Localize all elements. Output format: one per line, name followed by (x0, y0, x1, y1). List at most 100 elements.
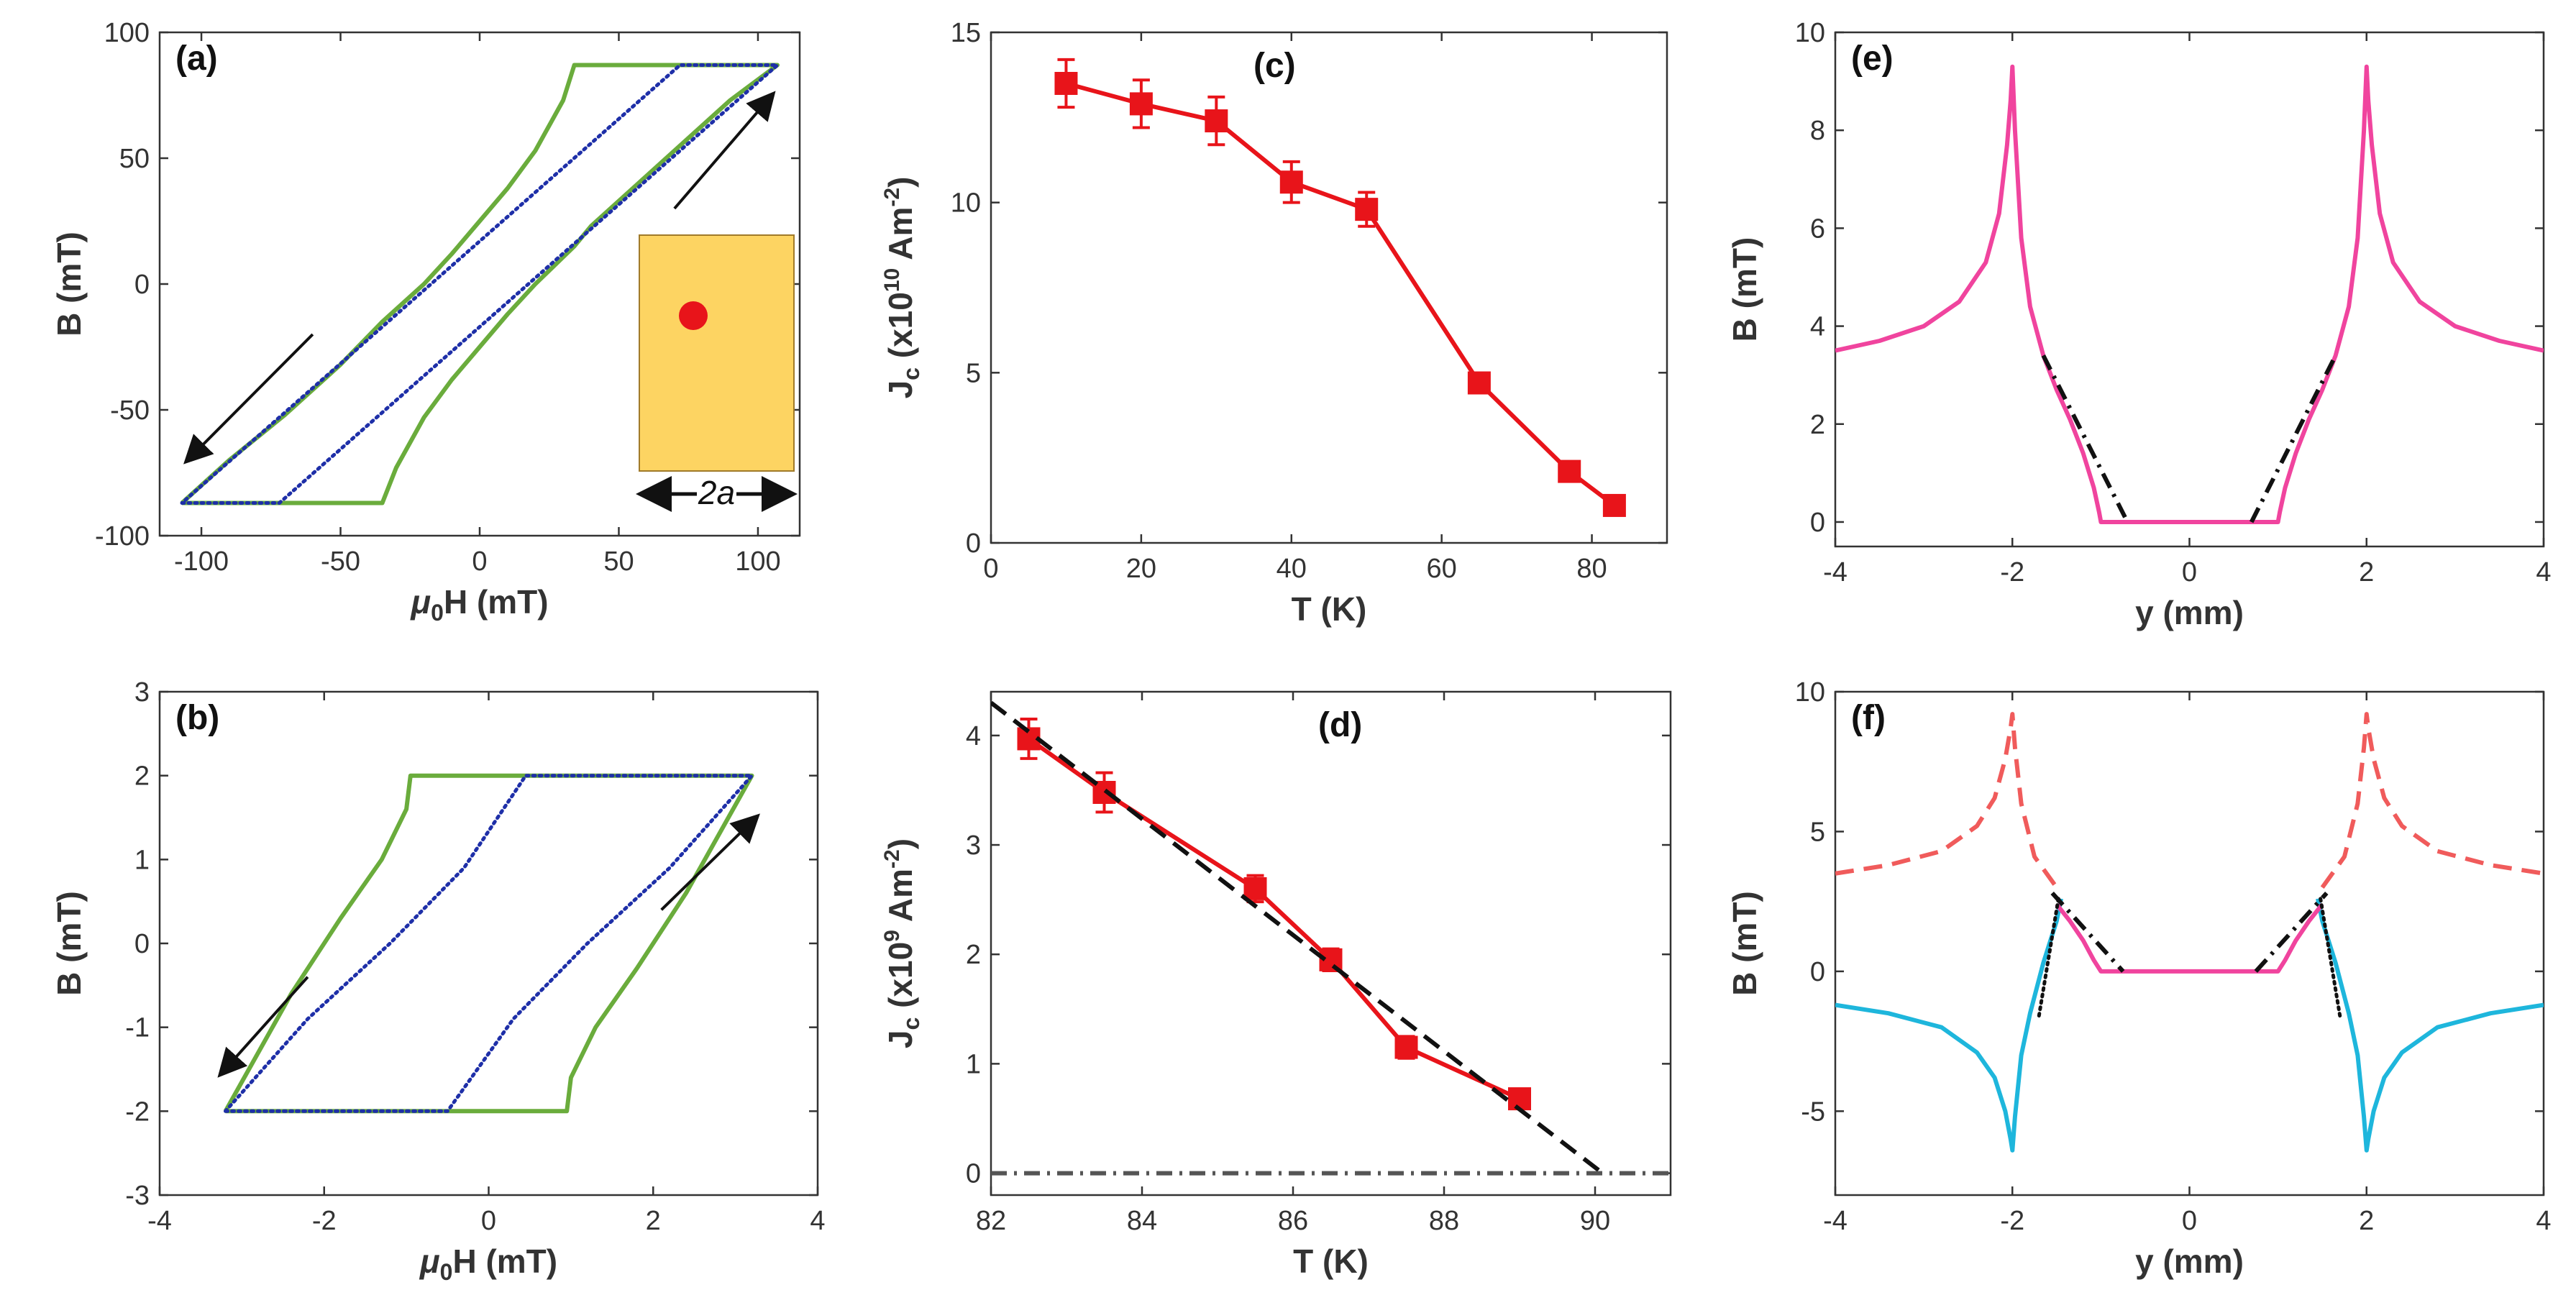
x-tick-label: 0 (2182, 557, 2197, 587)
plot-frame (1834, 690, 2545, 1197)
y-tick-label: 50 (119, 144, 150, 174)
y-tick-label: -3 (125, 1181, 150, 1211)
series-line-lower-field-left (1835, 898, 2063, 1153)
x-tick-label: 2 (2359, 1206, 2374, 1236)
x-tick-label: -4 (147, 1206, 172, 1236)
y-tick-label: 2 (966, 940, 981, 970)
x-tick-label: 80 (1576, 554, 1607, 584)
x-tick-label: 82 (976, 1206, 1006, 1236)
series-line-fit (991, 700, 1604, 1175)
x-tick-label: -50 (321, 546, 360, 577)
x-tick-label: 0 (983, 554, 998, 584)
panel-e: -4 -2 0 2 4 0 2 4 6 8 10 (e) y (mm) B (mT) (1726, 18, 2552, 631)
probe-dot (679, 301, 708, 330)
x-axis-label: μ0H (mT) (419, 1243, 557, 1285)
panel-c: 0 20 40 60 80 0 5 10 15 (c) T (K) Jc (x1010 Am-2) (880, 18, 1668, 628)
y-tick-label: 5 (1810, 817, 1825, 847)
y-tick-label: 4 (966, 721, 981, 751)
x-tick-label: 4 (2536, 1206, 2551, 1236)
series-line-lower-field-right (2316, 898, 2544, 1153)
panel-label: (d) (1318, 706, 1362, 744)
x-axis-label: y (mm) (2135, 594, 2244, 631)
plot-frame (1834, 31, 2545, 548)
y-tick-label: 1 (134, 845, 150, 875)
x-axis-label: μ0H (mT) (409, 583, 548, 626)
series-line-dotted-left (2037, 897, 2060, 1018)
y-tick-label: 2 (1810, 410, 1825, 440)
panel-label: (c) (1253, 47, 1296, 85)
y-tick-label: 3 (134, 677, 150, 708)
y-axis-label: B (mT) (50, 891, 88, 996)
y-tick-label: 0 (134, 270, 150, 300)
x-tick-label: 0 (472, 546, 487, 577)
series-line-upper-field (1835, 712, 2059, 889)
y-tick-label: 0 (966, 529, 981, 559)
series-group (223, 773, 754, 1114)
x-tick-label: 2 (646, 1206, 661, 1236)
x-tick-label: 4 (810, 1206, 825, 1236)
x-tick-label: 100 (735, 546, 780, 577)
x-tick-label: -4 (1823, 1206, 1847, 1236)
series-group (180, 63, 780, 505)
y-tick-label: 0 (134, 929, 150, 959)
y-tick-label: 10 (951, 188, 981, 219)
x-tick-label: -100 (174, 546, 229, 577)
sweep-arrow (217, 976, 309, 1078)
x-tick-label: 40 (1276, 554, 1307, 584)
series-group (991, 700, 1671, 1176)
x-tick-label: -2 (2000, 1206, 2024, 1236)
series-line-Jc (1065, 81, 1616, 508)
y-tick-label: 5 (966, 358, 981, 388)
series-group (1835, 712, 2544, 1153)
x-tick-label: -2 (312, 1206, 337, 1236)
series-group (1835, 64, 2544, 524)
panel-f: -4 -2 0 2 4 -5 0 5 10 (f) y (mm) B (mT) (1726, 677, 2552, 1280)
series-line-upper-field-right (2320, 712, 2544, 889)
x-tick-label: 88 (1429, 1206, 1459, 1236)
series-line-measured (224, 774, 754, 1113)
x-tick-label: 2 (2359, 557, 2374, 587)
y-tick-label: -100 (95, 521, 150, 552)
data-marker (1558, 459, 1581, 483)
y-tick-label: 2 (134, 761, 150, 792)
data-marker (1054, 72, 1078, 95)
y-tick-label: 8 (1810, 116, 1825, 146)
y-tick-label: 0 (1810, 957, 1825, 987)
width-label: 2a (698, 474, 735, 511)
y-tick-label: 6 (1810, 214, 1825, 244)
sweep-arrow (660, 813, 760, 911)
sweep-arrow (673, 91, 776, 210)
panel-b: -4 -2 0 2 4 -3 -2 -1 0 1 2 3 (b) μ0H (mT) B (mT) (50, 677, 826, 1285)
x-tick-label: 0 (481, 1206, 496, 1236)
y-axis-label: B (mT) (50, 232, 88, 337)
panel-a: -100 -50 0 50 100 -100 -50 0 50 100 2a (a) μ0H (mT) B… (50, 18, 801, 626)
x-tick-label: 86 (1278, 1206, 1308, 1236)
y-tick-label: 3 (966, 831, 981, 861)
x-tick-label: 20 (1126, 554, 1156, 584)
series-line-field (1835, 64, 2544, 524)
y-tick-label: 100 (104, 18, 150, 48)
y-axis-label: Jc (x1010 Am-2) (880, 177, 924, 399)
y-tick-label: 1 (966, 1049, 981, 1079)
x-axis-label: y (mm) (2135, 1243, 2244, 1280)
y-tick-label: -1 (125, 1013, 150, 1043)
series-line-model (180, 63, 780, 505)
series-line-tangent-right (2250, 354, 2338, 523)
series-line-center (2055, 902, 2324, 974)
panel-label: (e) (1851, 40, 1894, 78)
x-tick-label: 4 (2536, 557, 2551, 587)
x-tick-label: 84 (1127, 1206, 1157, 1236)
x-tick-label: 60 (1427, 554, 1457, 584)
x-axis-label: T (K) (1293, 1243, 1369, 1280)
x-tick-label: -4 (1823, 557, 1847, 587)
series-line-Jc (1027, 736, 1521, 1101)
series-line-measured (180, 63, 780, 505)
sample-inset (639, 234, 795, 472)
y-tick-label: 15 (951, 18, 981, 48)
data-marker (1467, 371, 1491, 395)
data-marker (1129, 92, 1153, 116)
x-axis-label: T (K) (1292, 590, 1367, 628)
x-tick-label: 0 (2182, 1206, 2197, 1236)
series-line-tangent-left (2041, 354, 2129, 523)
panel-label: (a) (175, 40, 218, 78)
